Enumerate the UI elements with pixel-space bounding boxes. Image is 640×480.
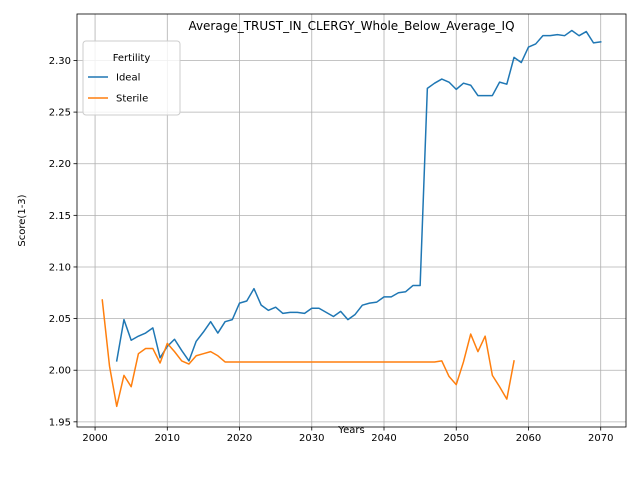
x-tick-label: 2020 — [227, 433, 252, 444]
series-line-ideal — [115, 29, 602, 362]
y-tick-label: 2.00 — [49, 366, 71, 377]
grid — [77, 14, 626, 427]
series-line-sterile — [101, 299, 515, 408]
legend: Fertility Ideal Sterile — [82, 40, 181, 116]
legend-entries: Ideal Sterile — [88, 73, 148, 105]
chart-title: Average_TRUST_IN_CLERGY_Whole_Below_Aver… — [188, 19, 514, 33]
legend-title: Fertility — [113, 53, 151, 64]
legend-box — [82, 40, 181, 116]
y-tick-label: 1.95 — [49, 417, 71, 428]
series-layer — [101, 29, 602, 408]
x-tick-label: 2030 — [299, 433, 324, 444]
legend-label-sterile: Sterile — [116, 94, 148, 105]
y-tick-label: 2.05 — [49, 314, 71, 325]
y-tick-label: 2.15 — [49, 211, 71, 222]
legend-label-ideal: Ideal — [116, 73, 140, 84]
x-tick-label: 2060 — [516, 433, 541, 444]
y-axis-ticks: 1.95 2.00 2.05 2.10 2.15 2.20 2.25 2.30 — [49, 56, 77, 428]
y-tick-label: 2.30 — [49, 56, 71, 67]
x-tick-label: 2070 — [588, 433, 613, 444]
y-tick-label: 2.20 — [49, 159, 71, 170]
x-tick-label: 2050 — [444, 433, 469, 444]
y-axis-label: Score(1-3) — [17, 194, 28, 246]
x-tick-label: 2000 — [82, 433, 107, 444]
y-tick-label: 2.10 — [49, 262, 71, 273]
x-axis-ticks: 2000 2010 2020 2030 2040 2050 2060 2070 — [82, 427, 613, 444]
x-axis-label: Years — [337, 425, 364, 436]
x-tick-label: 2010 — [155, 433, 180, 444]
plot-frame — [76, 13, 627, 428]
x-tick-label: 2040 — [371, 433, 396, 444]
y-tick-label: 2.25 — [49, 108, 71, 119]
